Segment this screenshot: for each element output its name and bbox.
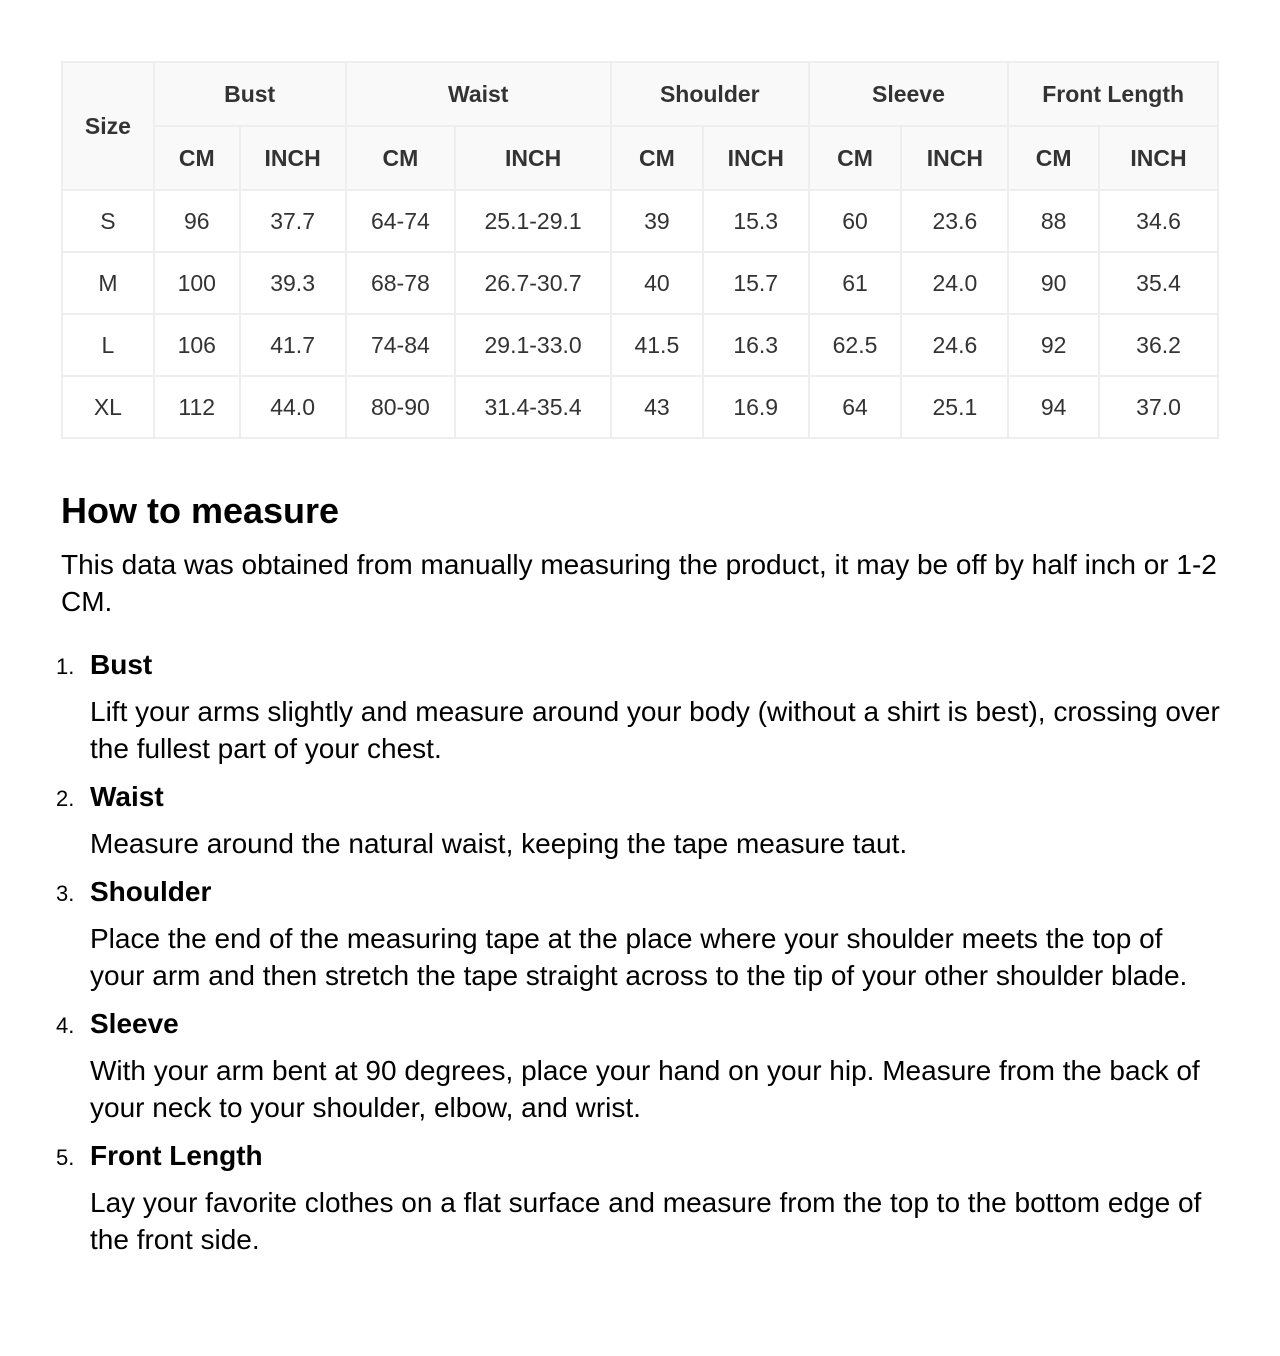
group-header-waist: Waist [344,61,612,127]
value-cell: 90 [1007,251,1101,315]
value-cell: 41.7 [238,313,347,377]
intro-text: This data was obtained from manually mea… [61,549,1217,617]
value-cell: 68-78 [344,251,457,315]
item-heading: Front Length [90,1140,263,1171]
value-cell: 16.9 [701,375,810,439]
value-cell: 44.0 [238,375,347,439]
header-row-units: CM INCH CM INCH CM INCH CM INCH CM INCH [62,125,1219,191]
size-cell: S [61,189,155,253]
item-description: Lift your arms slightly and measure arou… [90,696,1220,764]
item-number: 3. [56,881,75,906]
table-row: L 106 41.7 74-84 29.1-33.0 41.5 16.3 62.5 24.6 92… [61,313,1219,377]
list-item: 5. Front Length Lay your favorite clothes … [0,1137,1240,1258]
item-number: 5. [56,1145,75,1170]
value-cell: 94 [1007,375,1101,439]
item-number: 1. [56,654,75,679]
value-cell: 15.7 [701,251,810,315]
value-cell: 34.6 [1098,189,1219,253]
value-cell: 60 [807,189,903,253]
list-item: 4. Sleeve With your arm bent at 90 degrees… [0,1005,1240,1126]
item-description: With your arm bent at 90 degrees, place … [90,1055,1200,1123]
table-row: M 100 39.3 68-78 26.7-30.7 40 15.7 61 24.0 90 35.4 [61,251,1219,315]
value-cell: 112 [152,375,241,439]
group-header-shoulder: Shoulder [609,61,810,127]
item-heading: Waist [90,781,164,812]
table-row: S 96 37.7 64-74 25.1-29.1 39 15.3 60 23.6 88 34.6 [61,189,1219,253]
list-item: 1. Bust Lift your arms slightly and measur… [0,646,1240,767]
unit-header-cm: CM [344,125,457,191]
value-cell: 80-90 [344,375,457,439]
item-description: Place the end of the measuring tape at t… [90,923,1188,991]
unit-header-cm: CM [152,125,241,191]
measure-guide-list: 1. Bust Lift your arms slightly and measur… [0,646,1240,1269]
value-cell: 64 [807,375,903,439]
unit-header-inch: INCH [701,125,810,191]
item-number: 4. [56,1013,75,1038]
value-cell: 39.3 [238,251,347,315]
header-row-groups: Size Bust Waist Shoulder Sleeve Front Length [61,61,1219,191]
unit-header-inch: INCH [1098,125,1219,191]
item-heading: Bust [90,649,153,680]
unit-header-inch: INCH [454,125,612,191]
item-heading: Sleeve [90,1008,179,1039]
item-number: 2. [56,786,75,811]
value-cell: 25.1 [900,375,1010,439]
value-cell: 35.4 [1098,251,1219,315]
value-cell: 37.0 [1098,375,1219,439]
value-cell: 16.3 [701,313,810,377]
group-header-front-length: Front Length [1007,61,1219,127]
unit-header-cm: CM [609,125,704,191]
item-description: Measure around the natural waist, keepin… [90,828,908,859]
item-description: Lay your favorite clothes on a flat surf… [90,1187,1202,1255]
unit-header-cm: CM [1007,125,1101,191]
value-cell: 62.5 [807,313,903,377]
value-cell: 39 [609,189,704,253]
value-cell: 15.3 [701,189,810,253]
value-cell: 24.0 [900,251,1010,315]
table-row: XL 112 44.0 80-90 31.4-35.4 43 16.9 64 25.1 94 37.… [61,375,1219,439]
size-cell: XL [61,375,155,439]
value-cell: 36.2 [1098,313,1219,377]
value-cell: 43 [609,375,704,439]
value-cell: 106 [152,313,241,377]
unit-header-inch: INCH [238,125,347,191]
value-cell: 29.1-33.0 [454,313,612,377]
value-cell: 64-74 [344,189,457,253]
list-item: 2. Waist Measure around the natural waist,… [0,778,1240,862]
value-cell: 40 [609,251,704,315]
value-cell: 92 [1007,313,1101,377]
group-header-bust: Bust [152,61,347,127]
section-title: How to measure [61,490,340,531]
unit-header-inch: INCH [900,125,1010,191]
value-cell: 37.7 [238,189,347,253]
value-cell: 31.4-35.4 [454,375,612,439]
size-cell: L [61,313,155,377]
size-chart-table: Size Bust Waist Shoulder Sleeve Front Length C… [61,61,1219,439]
size-header: Size [61,61,155,191]
size-cell: M [61,251,155,315]
value-cell: 100 [152,251,241,315]
value-cell: 24.6 [900,313,1010,377]
unit-header-cm: CM [807,125,903,191]
value-cell: 74-84 [344,313,457,377]
value-cell: 96 [152,189,241,253]
value-cell: 23.6 [900,189,1010,253]
group-header-sleeve: Sleeve [807,61,1010,127]
value-cell: 41.5 [609,313,704,377]
item-heading: Shoulder [90,876,212,907]
value-cell: 88 [1007,189,1101,253]
value-cell: 25.1-29.1 [454,189,612,253]
list-item: 3. Shoulder Place the end of the measuring… [0,873,1240,994]
value-cell: 26.7-30.7 [454,251,612,315]
value-cell: 61 [807,251,903,315]
